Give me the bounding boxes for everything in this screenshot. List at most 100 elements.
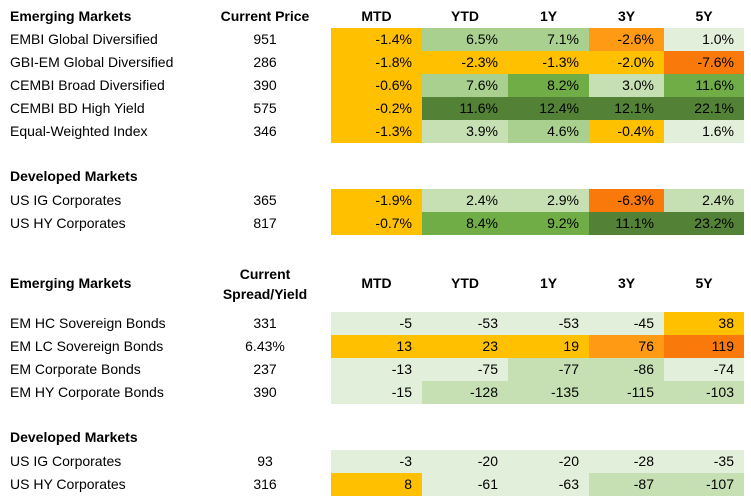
table-row: EM LC Sovereign Bonds 6.43% 13 23 19 76 … <box>0 335 751 358</box>
change-cell: -74 <box>664 358 744 381</box>
change-cell: 13 <box>331 335 422 358</box>
return-cell: -1.3% <box>331 120 422 143</box>
change-cell: -135 <box>508 381 589 404</box>
change-cell: -103 <box>664 381 744 404</box>
current-price: 575 <box>253 100 277 116</box>
table2-col-header-3y: 3Y <box>617 275 636 291</box>
change-cell: -5 <box>331 312 422 335</box>
return-cell: 7.6% <box>422 74 508 97</box>
return-cell: 7.1% <box>508 28 589 51</box>
change-cell: -86 <box>589 358 664 381</box>
table1-col-header-mtd: MTD <box>361 8 392 24</box>
row-label: EM LC Sovereign Bonds <box>10 338 164 354</box>
return-cell: 12.1% <box>589 97 664 120</box>
table-row: EM HC Sovereign Bonds 331 -5 -53 -53 -45… <box>0 312 751 335</box>
change-cell: -53 <box>508 312 589 335</box>
return-cell: 11.6% <box>422 97 508 120</box>
change-cell: -15 <box>331 381 422 404</box>
current-spread: 6.43% <box>245 338 285 354</box>
table1-col-header-ytd: YTD <box>451 8 479 24</box>
current-price: 286 <box>253 54 277 70</box>
table-row: US IG Corporates 93 -3 -20 -20 -28 -35 <box>0 450 751 473</box>
current-price: 951 <box>253 31 277 47</box>
change-cell: -20 <box>508 450 589 473</box>
table1-dm-header: Developed Markets <box>10 168 138 184</box>
change-cell: -128 <box>422 381 508 404</box>
current-spread: 93 <box>257 453 273 469</box>
return-cell: -7.6% <box>664 51 744 74</box>
table-row: US HY Corporates 316 8 -61 -63 -87 -107 <box>0 473 751 496</box>
row-label: EM Corporate Bonds <box>10 361 141 377</box>
table2-col-header-5y: 5Y <box>695 275 713 291</box>
return-cell: -0.6% <box>331 74 422 97</box>
current-spread: 390 <box>253 384 277 400</box>
current-spread: 316 <box>253 476 277 492</box>
table1-col-header-5y: 5Y <box>695 8 713 24</box>
change-cell: -115 <box>589 381 664 404</box>
table-row: US HY Corporates 817 -0.7% 8.4% 9.2% 11.… <box>0 212 751 235</box>
return-cell: 4.6% <box>508 120 589 143</box>
return-cell: -2.3% <box>422 51 508 74</box>
row-label: US IG Corporates <box>10 453 122 469</box>
return-cell: 11.6% <box>664 74 744 97</box>
return-cell: -2.0% <box>589 51 664 74</box>
table-row: US IG Corporates 365 -1.9% 2.4% 2.9% -6.… <box>0 189 751 212</box>
return-cell: 3.9% <box>422 120 508 143</box>
current-price: 346 <box>253 123 277 139</box>
change-cell: 76 <box>589 335 664 358</box>
return-cell: -1.9% <box>331 189 422 212</box>
table2-header-row: Emerging Markets MTD YTD 1Y 3Y 5Y <box>0 272 751 295</box>
table2-spread-header: Current Spread/Yield <box>210 264 320 304</box>
table2-col-header-1y: 1Y <box>539 275 558 291</box>
table-row: Equal-Weighted Index 346 -1.3% 3.9% 4.6%… <box>0 120 751 143</box>
change-cell: 23 <box>422 335 508 358</box>
return-cell: 1.0% <box>664 28 744 51</box>
change-cell: -13 <box>331 358 422 381</box>
return-cell: 2.4% <box>664 189 744 212</box>
return-cell: 22.1% <box>664 97 744 120</box>
change-cell: -28 <box>589 450 664 473</box>
change-cell: -77 <box>508 358 589 381</box>
return-cell: -1.3% <box>508 51 589 74</box>
table1-dm-header-row: Developed Markets <box>0 165 751 188</box>
table2-col-header-mtd: MTD <box>361 275 392 291</box>
return-cell: -6.3% <box>589 189 664 212</box>
current-spread: 237 <box>253 361 277 377</box>
table-row: GBI-EM Global Diversified 286 -1.8% -2.3… <box>0 51 751 74</box>
return-cell: 11.1% <box>589 212 664 235</box>
change-cell: -3 <box>331 450 422 473</box>
table1-header-row: Emerging Markets Current Price MTD YTD 1… <box>0 5 751 28</box>
change-cell: -75 <box>422 358 508 381</box>
return-cell: -0.4% <box>589 120 664 143</box>
row-label: EMBI Global Diversified <box>10 31 158 47</box>
change-cell: -20 <box>422 450 508 473</box>
return-cell: 23.2% <box>664 212 744 235</box>
change-cell: -107 <box>664 473 744 496</box>
row-label: CEMBI BD High Yield <box>10 100 145 116</box>
table2-em-header: Emerging Markets <box>10 275 132 291</box>
return-cell: 12.4% <box>508 97 589 120</box>
row-label: EM HC Sovereign Bonds <box>10 315 166 331</box>
return-cell: -1.4% <box>331 28 422 51</box>
return-cell: 6.5% <box>422 28 508 51</box>
row-label: US HY Corporates <box>10 215 126 231</box>
return-cell: -0.7% <box>331 212 422 235</box>
return-cell: 9.2% <box>508 212 589 235</box>
return-cell: -1.8% <box>331 51 422 74</box>
row-label: US IG Corporates <box>10 192 122 208</box>
change-cell: -35 <box>664 450 744 473</box>
table1-price-header: Current Price <box>220 8 310 24</box>
table2-spread-header-line2: Spread/Yield <box>222 286 308 302</box>
current-price: 817 <box>253 215 277 231</box>
change-cell: -45 <box>589 312 664 335</box>
row-label: US HY Corporates <box>10 476 126 492</box>
row-label: GBI-EM Global Diversified <box>10 54 174 70</box>
current-price: 390 <box>253 77 277 93</box>
change-cell: 119 <box>664 335 744 358</box>
return-cell: 8.4% <box>422 212 508 235</box>
return-cell: 2.4% <box>422 189 508 212</box>
change-cell: -61 <box>422 473 508 496</box>
current-spread: 331 <box>253 315 277 331</box>
table-row: CEMBI BD High Yield 575 -0.2% 11.6% 12.4… <box>0 97 751 120</box>
return-cell: -0.2% <box>331 97 422 120</box>
